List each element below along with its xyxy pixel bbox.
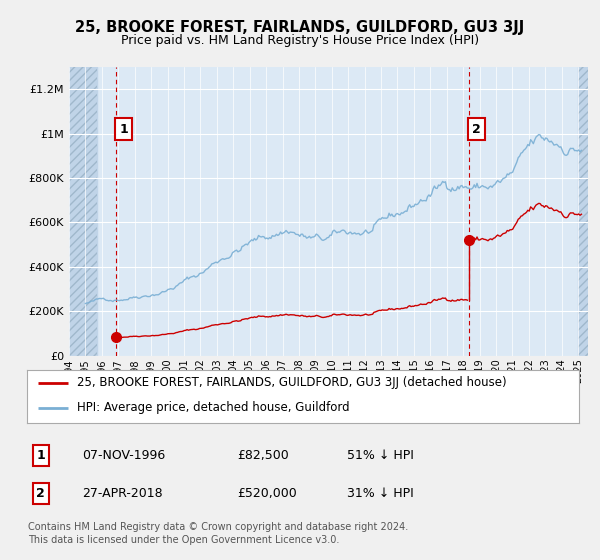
Bar bbox=[69, 67, 97, 356]
Text: £82,500: £82,500 bbox=[237, 449, 289, 462]
Text: Contains HM Land Registry data © Crown copyright and database right 2024.: Contains HM Land Registry data © Crown c… bbox=[28, 522, 409, 532]
Text: 07-NOV-1996: 07-NOV-1996 bbox=[82, 449, 166, 462]
Text: Price paid vs. HM Land Registry's House Price Index (HPI): Price paid vs. HM Land Registry's House … bbox=[121, 34, 479, 46]
Text: 25, BROOKE FOREST, FAIRLANDS, GUILDFORD, GU3 3JJ: 25, BROOKE FOREST, FAIRLANDS, GUILDFORD,… bbox=[76, 20, 524, 35]
Bar bbox=[578, 67, 588, 356]
Text: 27-APR-2018: 27-APR-2018 bbox=[82, 487, 163, 500]
Text: 2: 2 bbox=[37, 487, 45, 500]
Bar bbox=[578, 67, 588, 356]
Text: 1: 1 bbox=[119, 123, 128, 136]
Text: 51% ↓ HPI: 51% ↓ HPI bbox=[347, 449, 414, 462]
Text: 31% ↓ HPI: 31% ↓ HPI bbox=[347, 487, 414, 500]
Text: 1: 1 bbox=[37, 449, 45, 462]
Text: 2: 2 bbox=[472, 123, 481, 136]
Text: This data is licensed under the Open Government Licence v3.0.: This data is licensed under the Open Gov… bbox=[28, 535, 340, 545]
Text: HPI: Average price, detached house, Guildford: HPI: Average price, detached house, Guil… bbox=[77, 402, 349, 414]
Bar bbox=[69, 67, 97, 356]
Text: 25, BROOKE FOREST, FAIRLANDS, GUILDFORD, GU3 3JJ (detached house): 25, BROOKE FOREST, FAIRLANDS, GUILDFORD,… bbox=[77, 376, 506, 389]
Text: £520,000: £520,000 bbox=[237, 487, 296, 500]
